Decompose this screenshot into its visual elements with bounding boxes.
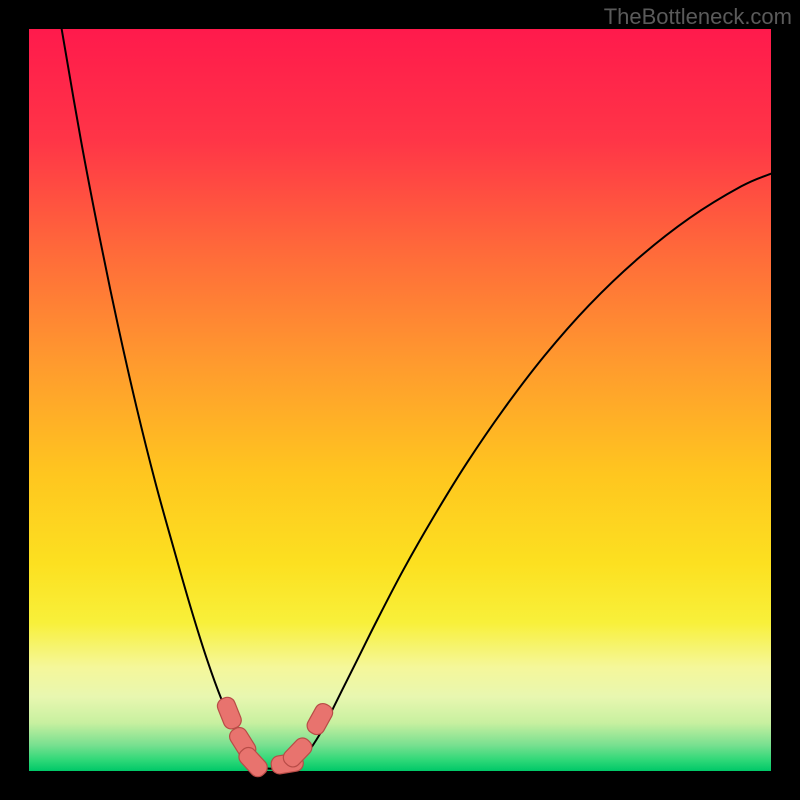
- plot-background: [29, 29, 771, 771]
- watermark-text: TheBottleneck.com: [604, 4, 792, 30]
- bottleneck-chart: [0, 0, 800, 800]
